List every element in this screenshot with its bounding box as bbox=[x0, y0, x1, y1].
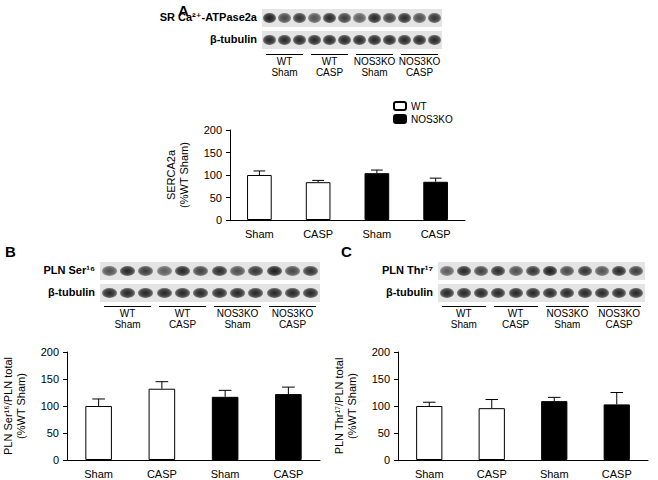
svg-text:100: 100 bbox=[204, 169, 222, 181]
html-text:NOS3KO: NOS3KO bbox=[398, 56, 441, 67]
svg-text:50: 50 bbox=[47, 427, 59, 439]
html-text:NOS3KO: NOS3KO bbox=[216, 308, 259, 319]
html-text:Sham: Sham bbox=[271, 67, 298, 78]
svg-text:100: 100 bbox=[372, 400, 390, 412]
html-text:β-tubulin: β-tubulin bbox=[386, 286, 433, 298]
svg-text:CASP: CASP bbox=[303, 228, 333, 240]
svg-text:Sham: Sham bbox=[245, 228, 274, 240]
html-text:CASP: CASP bbox=[315, 67, 344, 78]
svg-text:200: 200 bbox=[372, 346, 390, 358]
svg-text:50: 50 bbox=[378, 427, 390, 439]
html-text:CASP: CASP bbox=[168, 319, 197, 330]
svg-text:200: 200 bbox=[204, 124, 222, 136]
svg-text:50: 50 bbox=[210, 192, 222, 204]
html-text:NOS3KO: NOS3KO bbox=[353, 56, 396, 67]
html-text:C: C bbox=[341, 243, 352, 260]
svg-text:Sham: Sham bbox=[211, 468, 240, 480]
html-text:PLN Thr¹⁷: PLN Thr¹⁷ bbox=[382, 264, 433, 276]
html-text:WT: WT bbox=[456, 308, 472, 319]
html-text:B: B bbox=[5, 243, 16, 260]
svg-text:100: 100 bbox=[41, 400, 59, 412]
svg-text:CASP: CASP bbox=[421, 228, 451, 240]
html-text:Sham: Sham bbox=[224, 319, 251, 330]
html-text:WT: WT bbox=[321, 56, 338, 67]
html-text:Sham: Sham bbox=[361, 67, 388, 78]
svg-text:CASP: CASP bbox=[477, 468, 507, 480]
svg-text:Sham: Sham bbox=[415, 468, 444, 480]
svg-text:0: 0 bbox=[384, 454, 390, 466]
html-text:WT: WT bbox=[276, 56, 293, 67]
html-text:CASP: CASP bbox=[502, 319, 530, 330]
svg-text:200: 200 bbox=[41, 346, 59, 358]
svg-text:WT: WT bbox=[411, 101, 427, 112]
html-text:WT: WT bbox=[507, 308, 524, 319]
svg-text:150: 150 bbox=[372, 373, 390, 385]
html-text:NOS3KO: NOS3KO bbox=[598, 308, 640, 319]
svg-text:0: 0 bbox=[53, 454, 59, 466]
svg-text:CASP: CASP bbox=[273, 468, 303, 480]
svg-text:CASP: CASP bbox=[147, 468, 177, 480]
svg-text:0: 0 bbox=[216, 214, 222, 226]
html-text:PLN Ser¹⁶: PLN Ser¹⁶ bbox=[43, 264, 95, 276]
html-text:CASP: CASP bbox=[605, 319, 633, 330]
html-text:NOS3KO: NOS3KO bbox=[546, 308, 589, 319]
svg-text:Sham: Sham bbox=[363, 228, 392, 240]
svg-text:CASP: CASP bbox=[602, 468, 632, 480]
html-text:NOS3KO: NOS3KO bbox=[271, 308, 314, 319]
html-text:WT: WT bbox=[119, 308, 136, 319]
html-text:CASP: CASP bbox=[405, 67, 434, 78]
svg-text:NOS3KO: NOS3KO bbox=[411, 114, 453, 125]
svg-text:150: 150 bbox=[41, 373, 59, 385]
svg-text:SERCA2a: SERCA2a bbox=[165, 149, 177, 200]
svg-text:150: 150 bbox=[204, 147, 222, 159]
svg-text:PLN Ser¹⁶/PLN total: PLN Ser¹⁶/PLN total bbox=[2, 357, 14, 455]
svg-text:(%WT Sham): (%WT Sham) bbox=[15, 373, 27, 439]
html-text:Sham: Sham bbox=[554, 319, 581, 330]
svg-text:PLN Thr¹⁷/PLN total: PLN Thr¹⁷/PLN total bbox=[333, 358, 345, 455]
html-text:β-tubulin: β-tubulin bbox=[48, 286, 95, 298]
html-text:Sham: Sham bbox=[450, 319, 477, 330]
svg-text:Sham: Sham bbox=[540, 468, 569, 480]
html-text:SR Ca²⁺-ATPase2a: SR Ca²⁺-ATPase2a bbox=[159, 11, 257, 23]
html-text:β-tubulin: β-tubulin bbox=[210, 33, 257, 45]
html-text:CASP: CASP bbox=[278, 319, 307, 330]
svg-text:(%WT Sham): (%WT Sham) bbox=[346, 373, 358, 439]
html-text:Sham: Sham bbox=[114, 319, 141, 330]
html-text:A: A bbox=[178, 2, 189, 19]
html-text:WT: WT bbox=[174, 308, 191, 319]
svg-text:Sham: Sham bbox=[84, 468, 113, 480]
svg-text:(%WT Sham): (%WT Sham) bbox=[178, 142, 190, 208]
